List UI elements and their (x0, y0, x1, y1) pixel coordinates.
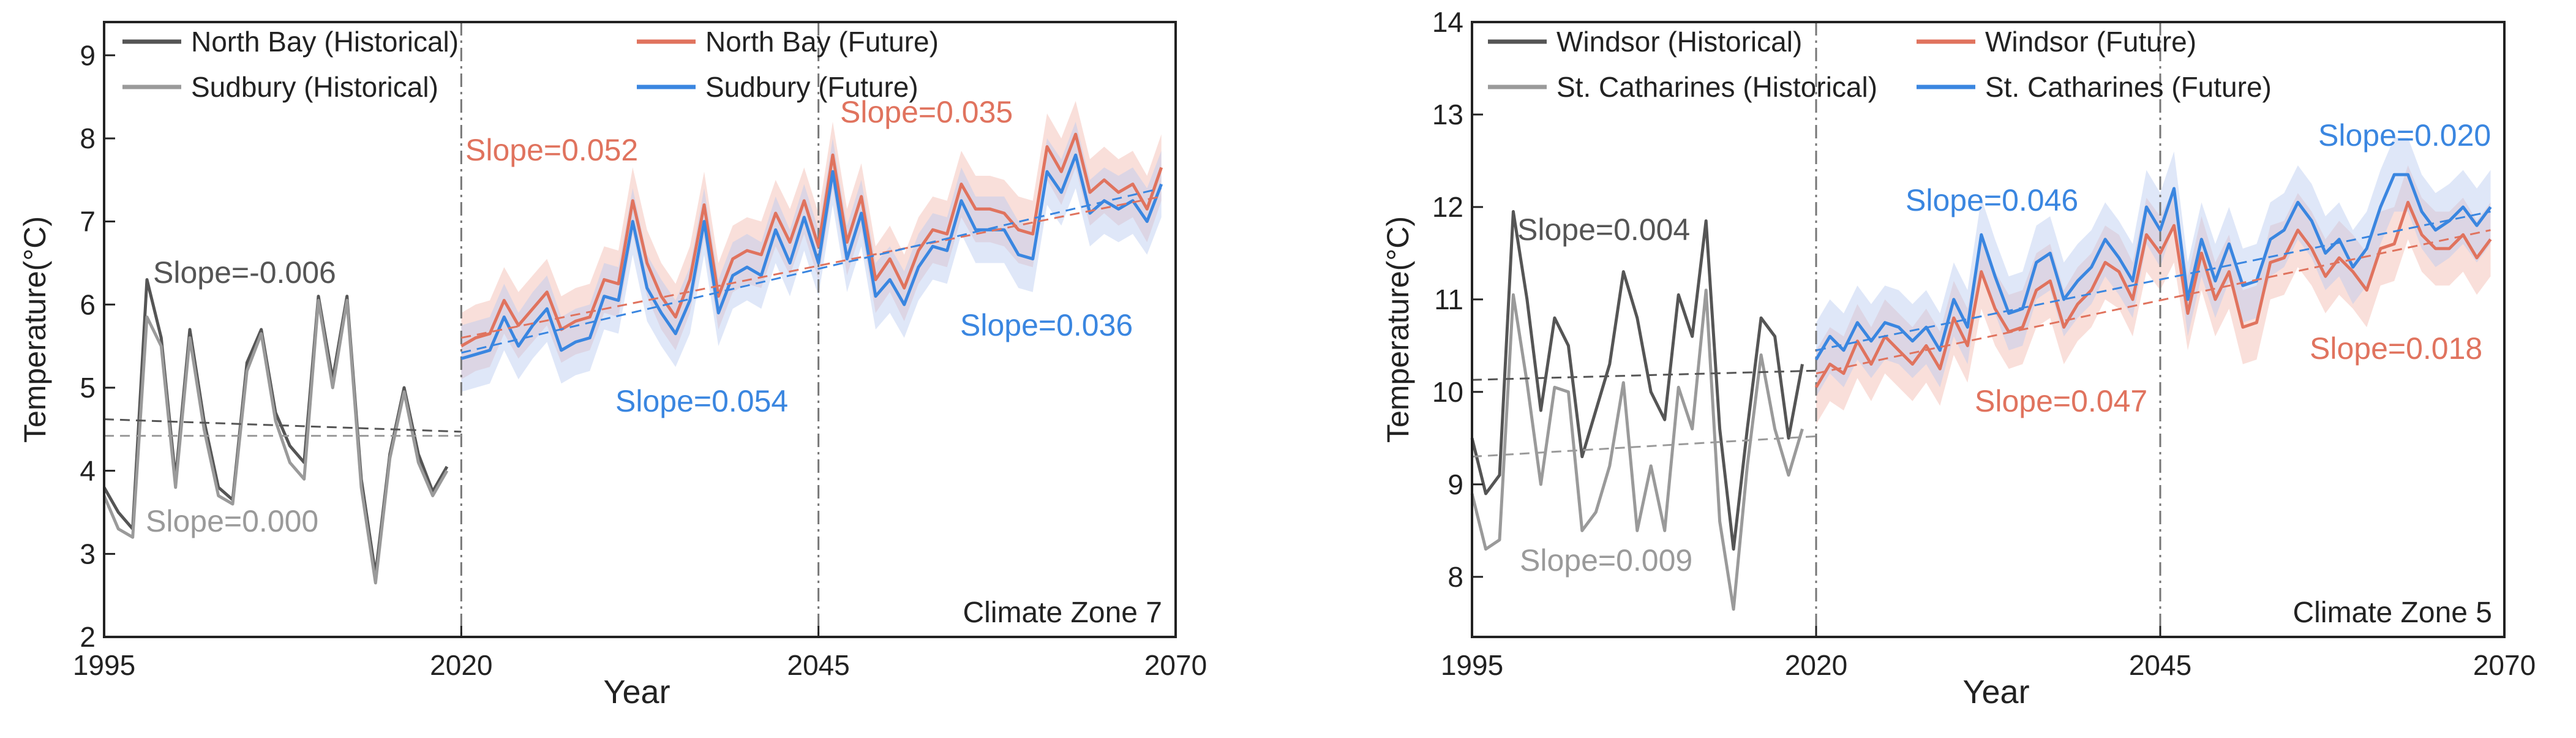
x-tick-label: 2020 (1785, 649, 1847, 681)
legend-label-windsor-historical: Windsor (Historical) (1556, 26, 1802, 58)
y-tick-label: 9 (80, 39, 96, 71)
slope-annotation: Slope=0.052 (465, 133, 638, 167)
climate-zone-label: Climate Zone 5 (2293, 597, 2492, 629)
band-sudbury-future (461, 121, 1162, 392)
trendline-windsor-historical (1471, 369, 1817, 381)
trendline-sudbury-future (460, 187, 1162, 354)
series-line-st-catharines-future (1814, 173, 2492, 361)
trendline-windsor-future (1816, 229, 2491, 375)
slope-annotation: Slope=0.009 (1520, 543, 1692, 578)
legend-label-st-catharines-future: St. Catharines (Future) (1985, 71, 2272, 103)
y-tick-label: 12 (1432, 191, 1463, 223)
y-axis-label: Temperature(°C) (18, 216, 52, 443)
y-tick-label: 2 (80, 621, 96, 653)
trendline-st-catharines-future (1816, 211, 2491, 352)
x-tick-label: 2045 (2129, 649, 2191, 681)
slope-annotation: Slope=-0.006 (153, 255, 336, 290)
y-tick-label: 7 (80, 206, 96, 238)
legend-label-sudbury-historical: Sudbury (Historical) (191, 71, 438, 103)
series-line-sudbury-historical (102, 299, 449, 585)
slope-annotation: Slope=0.004 (1517, 213, 1690, 247)
y-tick-label: 8 (80, 122, 96, 154)
y-tick-label: 6 (80, 288, 96, 320)
slope-annotation: Slope=0.035 (840, 95, 1013, 129)
series-line-st-catharines-historical (1470, 288, 1804, 611)
band-st-catharines-future (1816, 137, 2491, 397)
slope-annotation: Slope=0.046 (1906, 183, 2078, 217)
legend-label-st-catharines-historical: St. Catharines (Historical) (1556, 71, 1877, 103)
x-tick-label: 2045 (787, 649, 849, 681)
plot-frame (103, 21, 1177, 638)
y-tick-label: 5 (80, 372, 96, 404)
y-tick-label: 3 (80, 538, 96, 570)
series-line-north-bay-future (460, 132, 1163, 348)
chart-panel-1: 2 3 4 5 6 7 8 9 1995 2020 2045 2070 Year Temperature(… (18, 21, 1207, 710)
y-tick-label: 10 (1432, 376, 1463, 408)
trendline-north-bay-historical (103, 418, 462, 433)
x-tick-label: 1995 (1441, 649, 1503, 681)
slope-annotation: Slope=0.018 (2310, 331, 2482, 366)
x-tick-label: 2070 (1144, 649, 1207, 681)
trendline-north-bay-future (461, 195, 1162, 339)
climate-zone-label: Climate Zone 7 (963, 597, 1162, 629)
y-tick-label: 9 (1448, 469, 1463, 500)
y-tick-label: 4 (80, 455, 96, 487)
legend-label-sudbury-future: Sudbury (Future) (705, 71, 918, 103)
x-tick-label: 1995 (73, 649, 135, 681)
x-axis-label: Year (1962, 674, 2029, 710)
y-tick-label: 14 (1432, 6, 1463, 38)
y-tick-label: 11 (1434, 284, 1463, 315)
slope-annotation: Slope=0.036 (960, 308, 1133, 342)
x-axis-label: Year (603, 674, 670, 710)
x-tick-label: 2020 (430, 649, 492, 681)
y-tick-label: 13 (1432, 99, 1463, 130)
y-axis-label: Temperature(°C) (1381, 216, 1415, 443)
trendline-st-catharines-historical (1471, 435, 1817, 458)
series-line-sudbury-future (460, 153, 1163, 360)
legend-label-north-bay-future: North Bay (Future) (705, 26, 939, 58)
legend-label-north-bay-historical: North Bay (Historical) (191, 26, 459, 58)
x-tick-label: 2070 (2473, 649, 2536, 681)
slope-annotation: Slope=0.020 (2318, 118, 2491, 152)
y-tick-label: 8 (1448, 561, 1463, 593)
chart-panel-2: 8 9 10 11 12 13 14 1995 2020 2045 2070 Year Temperat… (1381, 6, 2536, 710)
series-line-windsor-historical (1470, 210, 1804, 551)
plot-frame (1471, 21, 2506, 638)
slope-annotation: Slope=0.054 (615, 384, 788, 418)
slope-annotation: Slope=0.000 (146, 504, 318, 538)
legend-label-windsor-future: Windsor (Future) (1985, 26, 2196, 58)
slope-annotation: Slope=0.047 (1975, 384, 2147, 418)
